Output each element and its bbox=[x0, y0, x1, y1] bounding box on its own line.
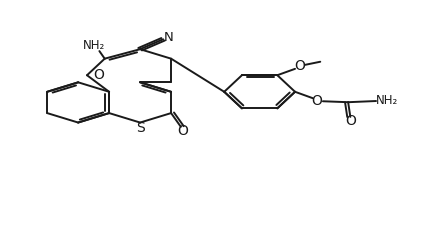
Text: O: O bbox=[312, 94, 323, 108]
Text: S: S bbox=[136, 121, 144, 135]
Text: O: O bbox=[294, 60, 305, 74]
Text: NH₂: NH₂ bbox=[376, 94, 398, 107]
Text: O: O bbox=[345, 114, 356, 128]
Text: O: O bbox=[178, 124, 189, 138]
Text: N: N bbox=[163, 31, 173, 44]
Text: O: O bbox=[94, 68, 104, 82]
Text: NH₂: NH₂ bbox=[83, 39, 105, 52]
